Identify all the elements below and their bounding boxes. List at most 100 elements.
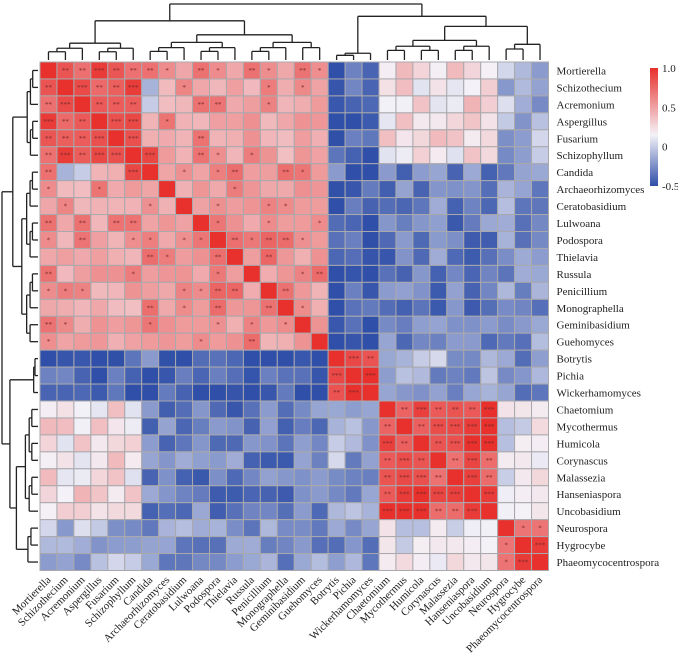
heatmap-cell [378,366,397,385]
heatmap-cell [395,112,414,131]
heatmap-cell [293,502,312,521]
heatmap-cell [175,400,194,419]
legend-tick-label: 0 [662,142,668,154]
significance-mark: * [267,101,271,109]
heatmap-cell [310,366,329,385]
heatmap-cell [531,400,549,419]
heatmap-cell [361,485,380,504]
significance-mark: ** [79,118,87,126]
heatmap-cell [56,519,75,538]
heatmap-cell [158,502,177,521]
significance-mark: *** [111,118,122,126]
heatmap-cell [225,553,244,571]
heatmap-cell [395,231,414,249]
heatmap-cell [429,112,448,131]
significance-mark: *** [111,152,122,160]
heatmap-cell [124,281,143,300]
heatmap-cell [158,129,177,148]
row-label: Podospora [557,235,604,247]
heatmap-cell [327,146,346,165]
significance-mark: ** [79,220,87,228]
heatmap-cell [378,553,397,571]
heatmap-cell [276,519,295,538]
heatmap-cell [446,247,465,266]
heatmap-cell [141,434,160,453]
heatmap-cell [276,214,295,233]
significance-mark: * [182,287,186,295]
row-label: Archaeorhizomyces [557,184,645,196]
heatmap-cell [514,434,533,453]
heatmap-cell [141,163,160,182]
heatmap-cell [531,298,549,317]
heatmap-cell [514,366,533,385]
heatmap-cell [429,553,448,571]
significance-mark: *** [399,457,410,465]
heatmap-cell [395,214,414,233]
significance-mark: * [47,287,51,295]
heatmap-cell [141,519,160,538]
heatmap-cell [124,366,143,385]
heatmap-cell [107,281,126,300]
heatmap-cell [378,332,397,351]
heatmap-cell [395,519,414,538]
heatmap-cell [395,332,414,351]
heatmap-cell [531,434,549,453]
significance-mark: * [318,67,322,75]
heatmap-cell [242,197,261,216]
significance-mark: ** [147,253,155,261]
heatmap-cell [293,485,312,504]
heatmap-cell [514,61,533,80]
heatmap-cell [158,146,177,165]
heatmap-cell [56,502,75,521]
heatmap-cell [480,536,499,555]
heatmap-cell [175,468,194,487]
heatmap-cell [429,281,448,300]
heatmap-cell [259,281,278,300]
heatmap-cell [446,468,465,487]
heatmap-cell [107,502,126,521]
heatmap-cell [378,264,397,283]
heatmap-cell [192,383,211,402]
heatmap-cell [531,349,549,368]
heatmap-cell [429,231,448,249]
row-label: Ceratobasidium [557,201,627,213]
significance-mark: * [301,236,305,244]
significance-mark: ** [62,135,70,143]
significance-mark: *** [433,491,444,499]
heatmap-cell [378,519,397,538]
heatmap-cell [463,281,482,300]
significance-mark: * [538,525,542,533]
color-legend: 1.0 0.5 0 -0.5 [650,63,678,193]
row-label: Guehomyces [557,337,614,349]
significance-mark: * [131,270,135,278]
heatmap-cell [327,78,346,97]
heatmap-cell [141,129,160,148]
heatmap-cell [175,315,194,334]
significance-mark: ** [96,101,104,109]
heatmap-cell [429,332,448,351]
heatmap-cell [463,264,482,283]
significance-mark: * [521,525,525,533]
heatmap-cell [395,180,414,199]
heatmap-cell [412,197,431,216]
heatmap-cell [463,197,482,216]
heatmap-cell [378,129,397,148]
heatmap-cell [480,264,499,283]
heatmap-cell [446,163,465,182]
heatmap-cell [158,231,177,249]
heatmap-cell [192,468,211,487]
heatmap-cell [327,298,346,317]
heatmap-cell [429,264,448,283]
heatmap-cell [158,78,177,97]
heatmap-cell [225,366,244,385]
significance-mark: *** [60,101,71,109]
heatmap-cell [242,298,261,317]
heatmap-cell [429,366,448,385]
heatmap-cell [124,315,143,334]
heatmap-cell [293,332,312,351]
heatmap-cell [90,417,109,436]
heatmap-cell [259,180,278,199]
heatmap-cell [225,112,244,131]
heatmap-cell [276,95,295,114]
